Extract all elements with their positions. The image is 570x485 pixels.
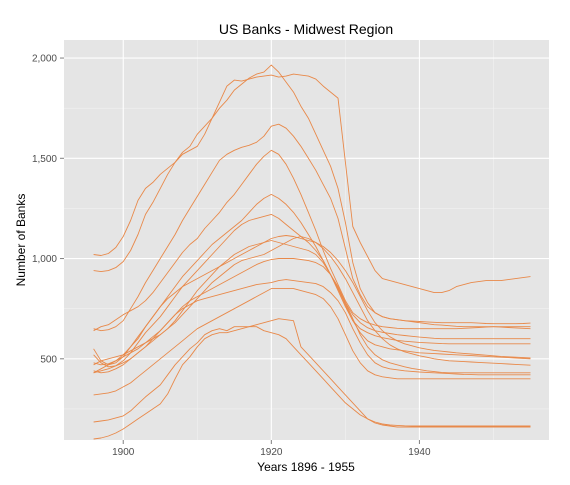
series-line-8: [93, 235, 531, 374]
major-gridlines: [64, 40, 549, 440]
series-line-14: [93, 326, 531, 440]
series-line-4: [93, 149, 531, 332]
y-tick-label: 2,000: [32, 54, 57, 65]
series-line-11: [93, 279, 531, 376]
series-line-12: [93, 288, 531, 396]
x-axis-title: Years 1896 - 1955: [257, 460, 355, 474]
series-line-1: [93, 73, 531, 294]
y-tick-label: 500: [40, 354, 57, 365]
y-tick-label: 1,500: [32, 154, 57, 165]
series-line-2: [93, 64, 531, 330]
series-line-9: [93, 236, 531, 374]
y-axis: 500 1,000 1,500 2,000: [32, 54, 64, 365]
x-tick-label: 1920: [260, 447, 283, 458]
x-axis: 1900 1920 1940: [112, 440, 431, 458]
y-tick-label: 1,000: [32, 254, 57, 265]
x-tick-label: 1940: [408, 447, 431, 458]
series-line-6: [93, 213, 531, 368]
y-axis-title: Number of Banks: [14, 194, 28, 287]
series-line-3: [93, 123, 531, 332]
series-line-13: [93, 318, 531, 428]
x-tick-label: 1900: [112, 447, 135, 458]
series-lines: [93, 64, 531, 440]
chart-title: US Banks - Midwest Region: [219, 21, 393, 37]
